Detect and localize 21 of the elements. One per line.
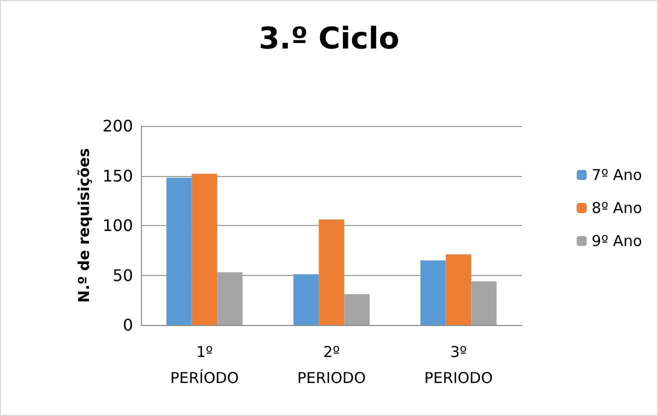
bar [446,254,472,325]
chart-title: 3.º Ciclo [258,22,400,56]
x-tick-label: 2º PERIODO [297,343,366,387]
legend-label: 7º Ano [592,166,642,184]
x-tick-label: 1º PERÍODO [170,343,239,387]
bar [293,274,319,325]
y-axis-title: N.º de requisições [75,148,94,303]
bar [344,294,370,325]
bar [471,281,497,325]
bar [166,178,192,325]
y-tick-label: 0 [122,316,133,334]
y-tick-label: 150 [102,166,133,186]
y-tick-label: 100 [102,216,133,235]
legend-label: 8º Ano [592,199,642,217]
y-tick-label: 50 [112,266,133,285]
x-tick-label: 3º PERIODO [424,343,493,387]
bar [318,220,344,325]
bar [192,174,218,325]
y-tick-label: 200 [102,116,133,136]
legend-label: 9º Ano [592,232,642,250]
bar [420,260,446,325]
